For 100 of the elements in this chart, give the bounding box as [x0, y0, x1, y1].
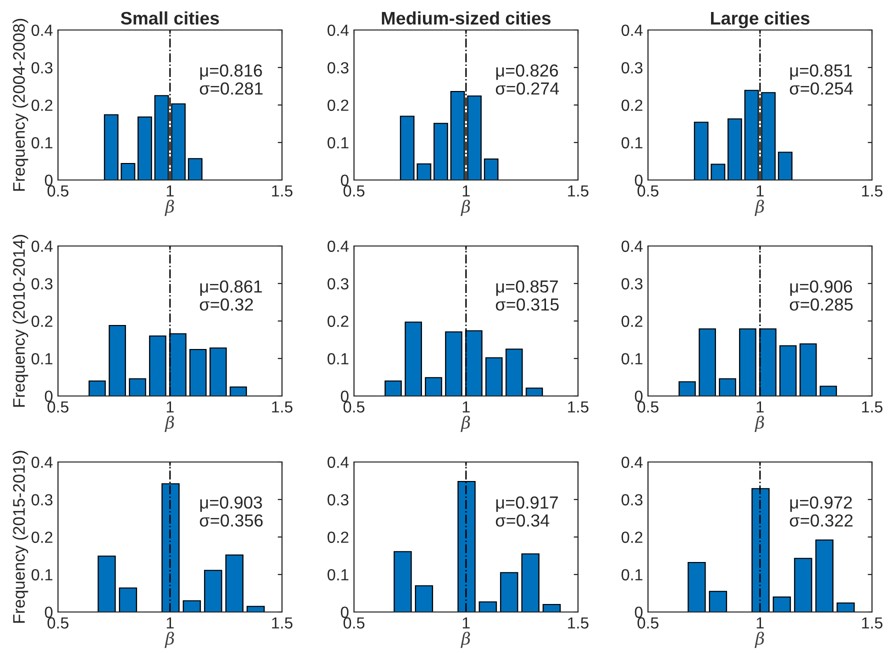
- y-tick-label: 0.1: [328, 353, 348, 364]
- y-tick-label: 0.2: [328, 532, 348, 543]
- y-tick-label: 0: [634, 390, 643, 402]
- y-tick-label: 0: [44, 174, 53, 186]
- x-tick-label: 0.5: [344, 401, 364, 413]
- annotation: μ=0.972: [790, 496, 852, 512]
- y-tick-label: 0.2: [328, 316, 348, 327]
- x-tick-label: 1.5: [862, 401, 882, 413]
- x-axis-title: β: [164, 632, 174, 648]
- x-tick-label: 1: [166, 185, 174, 196]
- y-tick-label: 0: [44, 606, 53, 618]
- y-tick-label: 0.1: [622, 569, 642, 580]
- y-tick-label: 0.1: [622, 137, 642, 148]
- y-tick-label: 0.4: [328, 24, 349, 36]
- annotation: σ=0.315: [496, 298, 559, 311]
- x-tick-label: 1: [756, 401, 764, 412]
- x-axis-title: β: [754, 416, 764, 432]
- y-tick-label: 0.1: [32, 569, 52, 580]
- x-tick-label: 1.5: [862, 617, 882, 629]
- y-tick-label: 0.4: [622, 24, 643, 36]
- annotation: σ=0.32: [200, 298, 253, 311]
- annotation: μ=0.906: [790, 280, 852, 296]
- x-axis-title: β: [460, 200, 470, 216]
- y-tick-label: 0: [44, 390, 53, 402]
- x-axis-title: β: [164, 416, 174, 432]
- y-tick-label: 0.3: [622, 494, 642, 506]
- annotation: μ=0.917: [496, 496, 558, 512]
- x-tick-label: 1.5: [272, 185, 292, 197]
- annotation: σ=0.281: [200, 82, 263, 95]
- y-tick-label: 0: [634, 174, 643, 186]
- y-tick-label: 0: [634, 606, 643, 618]
- annotation: μ=0.857: [496, 280, 558, 296]
- x-tick-label: 0.5: [344, 185, 364, 197]
- x-tick-label: 1: [756, 617, 764, 628]
- chart-title: Small cities: [120, 11, 219, 25]
- x-tick-label: 1: [166, 617, 174, 628]
- x-tick-label: 1: [462, 617, 470, 628]
- chart-title: Large cities: [711, 11, 810, 28]
- y-tick-label: 0.3: [622, 62, 642, 74]
- y-tick-label: 0: [340, 390, 349, 402]
- y-tick-label: 0.2: [32, 100, 52, 111]
- x-tick-label: 1.5: [568, 401, 588, 413]
- y-tick-label: 0.4: [328, 456, 349, 468]
- y-tick-label: 0.2: [328, 100, 348, 111]
- y-tick-label: 0.4: [328, 240, 349, 252]
- x-tick-label: 1.5: [272, 617, 292, 629]
- x-axis-title: β: [460, 416, 470, 432]
- y-axis-title: Frequency (2004-2008): [12, 18, 28, 191]
- x-tick-label: 0.5: [48, 401, 68, 413]
- annotation: σ=0.356: [200, 514, 263, 527]
- y-tick-label: 0.4: [622, 240, 643, 252]
- y-tick-label: 0.4: [32, 240, 53, 252]
- x-tick-label: 0.5: [48, 185, 68, 197]
- y-tick-label: 0.3: [32, 494, 52, 506]
- y-tick-label: 0.4: [32, 456, 53, 468]
- y-tick-label: 0.1: [622, 353, 642, 364]
- annotation: μ=0.851: [790, 64, 852, 80]
- annotation: σ=0.254: [790, 82, 853, 95]
- y-tick-label: 0.3: [622, 278, 642, 290]
- x-tick-label: 0.5: [638, 617, 658, 629]
- x-tick-label: 1.5: [862, 185, 882, 197]
- y-tick-label: 0.3: [32, 278, 52, 290]
- chart-title: Medium-sized cities: [382, 11, 551, 25]
- x-axis-title: β: [754, 632, 764, 648]
- y-tick-label: 0.1: [328, 137, 348, 148]
- y-tick-label: 0: [340, 174, 349, 186]
- annotation: σ=0.322: [790, 514, 853, 527]
- annotation: μ=0.826: [496, 64, 558, 80]
- x-axis-title: β: [460, 632, 470, 648]
- y-tick-label: 0.1: [328, 569, 348, 580]
- y-tick-label: 0.4: [32, 24, 53, 36]
- x-tick-label: 0.5: [48, 617, 68, 629]
- y-tick-label: 0.3: [328, 278, 348, 290]
- y-tick-label: 0: [340, 606, 349, 618]
- annotation: σ=0.274: [496, 82, 559, 95]
- y-axis-title: Frequency (2015-2019): [12, 450, 28, 623]
- x-tick-label: 1: [462, 401, 470, 412]
- y-tick-label: 0.2: [622, 316, 642, 327]
- annotation: μ=0.861: [200, 280, 262, 296]
- annotation: σ=0.34: [496, 514, 550, 527]
- y-axis-title: Frequency (2010-2014): [12, 234, 28, 407]
- y-tick-label: 0.3: [328, 62, 348, 74]
- x-axis-title: β: [754, 200, 764, 216]
- y-tick-label: 0.2: [32, 532, 52, 543]
- y-tick-label: 0.2: [622, 532, 642, 543]
- x-tick-label: 1: [166, 401, 174, 412]
- x-tick-label: 0.5: [638, 401, 658, 413]
- x-axis-title: β: [164, 200, 174, 216]
- y-tick-label: 0.1: [32, 353, 52, 364]
- x-tick-label: 1.5: [272, 401, 292, 413]
- x-tick-label: 1: [756, 185, 764, 196]
- x-tick-label: 1.5: [568, 185, 588, 197]
- y-tick-label: 0.2: [622, 100, 642, 111]
- annotation: μ=0.903: [200, 496, 262, 512]
- x-tick-label: 0.5: [344, 617, 364, 629]
- y-tick-label: 0.3: [328, 494, 348, 506]
- annotation: μ=0.816: [200, 64, 262, 80]
- x-tick-label: 1: [462, 185, 470, 196]
- x-tick-label: 0.5: [638, 185, 658, 197]
- y-tick-label: 0.4: [622, 456, 643, 468]
